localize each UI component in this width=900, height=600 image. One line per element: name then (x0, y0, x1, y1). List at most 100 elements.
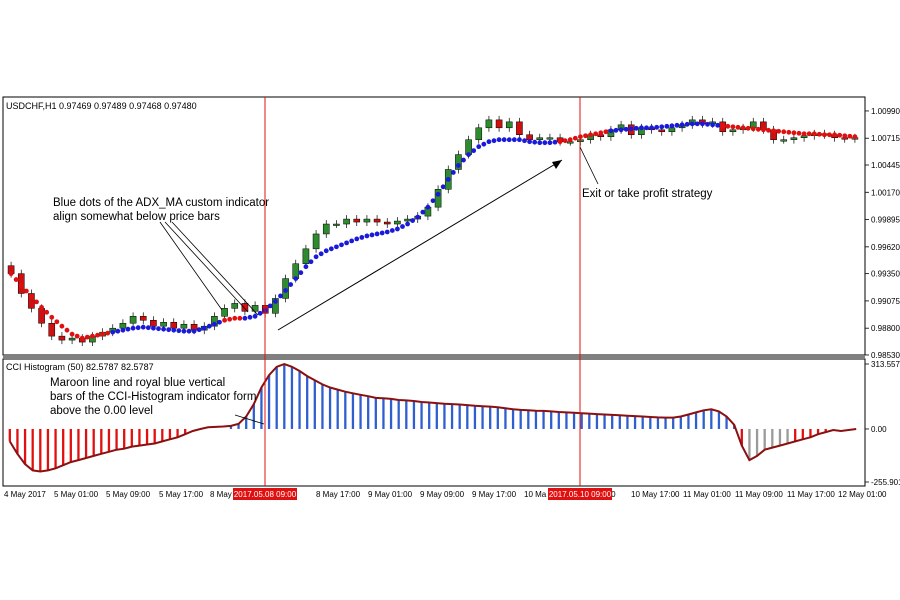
x-tick-label: 4 May 2017 (4, 490, 46, 499)
candle-body (658, 129, 666, 133)
candle-body (139, 316, 147, 321)
adx-ma-dot (776, 128, 782, 134)
adx-ma-dot (100, 331, 105, 337)
candle-body (241, 303, 249, 312)
adx-ma-dot (522, 138, 527, 144)
date-marker-bg (548, 488, 612, 500)
adx-ma-dot (511, 137, 517, 143)
y-tick-label: 0.99075 (871, 297, 900, 306)
adx-ma-dot (425, 204, 431, 210)
adx-ma-dot (283, 288, 288, 293)
adx-ma-dot (842, 133, 848, 139)
adx-ma-dot (567, 137, 573, 143)
candle-body (129, 316, 137, 324)
adx-ma-dot (588, 132, 593, 138)
adx-ma-dot (476, 144, 482, 150)
annotation-exit-arrow (579, 146, 599, 185)
adx-ma-dot (745, 125, 751, 131)
adx-ma-dot (705, 121, 710, 127)
adx-ma-dot (405, 221, 410, 227)
adx-ma-dot (125, 326, 131, 332)
adx-ma-dot (664, 123, 670, 129)
adx-ma-dot (369, 232, 375, 238)
adx-ma-dot (410, 218, 416, 223)
adx-ma-dot (115, 328, 121, 334)
adx-ma-dot (623, 126, 629, 132)
adx-ma-dot (237, 315, 243, 321)
candle-body (150, 320, 157, 327)
adx-ma-dot (725, 123, 731, 129)
adx-ma-dot (206, 323, 212, 329)
adx-ma-dot (29, 294, 34, 299)
adx-ma-dot (318, 251, 324, 257)
candle-body (48, 322, 56, 337)
adx-ma-dot (440, 184, 446, 190)
adx-ma-dot (684, 121, 690, 127)
adx-ma-dot (54, 319, 60, 325)
candle-body (516, 121, 523, 136)
adx-ma-dot (537, 140, 543, 146)
adx-ma-dot (186, 328, 192, 334)
candle-body (119, 322, 127, 329)
adx-ma-dot (557, 139, 563, 145)
x-tick-label: 8 May (210, 490, 232, 499)
candle-body (353, 218, 361, 223)
adx-ma-dot (176, 328, 182, 334)
adx-ma-dot (74, 333, 80, 339)
adx-ma-dot (466, 152, 471, 157)
adx-ma-dot (44, 309, 50, 315)
adx-ma-dot (105, 330, 111, 336)
candle-body (536, 137, 544, 140)
adx-ma-dot (583, 133, 588, 139)
adx-ma-dot (435, 191, 441, 197)
adx-ma-dot (79, 335, 85, 341)
adx-ma-dot (303, 264, 309, 270)
main-panel-header: USDCHF,H1 0.97469 0.97489 0.97468 0.9748… (6, 101, 197, 111)
adx-ma-dot (562, 138, 568, 144)
candle-body (455, 154, 462, 170)
adx-ma-dot (90, 333, 95, 339)
y-tick-label: 1.00445 (871, 161, 900, 170)
adx-ma-dot (654, 124, 660, 130)
candle-body (333, 223, 340, 226)
adx-ma-dot (481, 141, 487, 147)
annotation-cci-line3: above the 0.00 level (50, 405, 153, 417)
adx-ma-dot (212, 321, 217, 327)
adx-ma-dot (506, 137, 512, 143)
adx-ma-dot (572, 135, 578, 141)
adx-ma-dot (313, 254, 319, 260)
adx-ma-dot (84, 334, 90, 340)
candle-body (546, 137, 554, 140)
adx-ma-dot (196, 327, 202, 333)
candle-body (170, 321, 178, 329)
adx-ma-dot (13, 277, 19, 282)
main-panel-frame (2, 96, 866, 356)
adx-ma-dot (308, 259, 314, 265)
adx-ma-dot (323, 248, 329, 254)
adx-ma-dot (679, 122, 685, 128)
adx-ma-dot (59, 323, 65, 329)
adx-ma-dot (603, 129, 609, 135)
adx-ma-dot (120, 327, 126, 333)
annotation-blue-dots-text: Blue dots of the ADX_MA custom indicator… (53, 197, 269, 223)
adx-ma-dot (328, 246, 334, 252)
adx-ma-dot (608, 128, 614, 134)
candle-body (394, 220, 401, 225)
x-tick-label: 11 May 01:00 (683, 490, 731, 499)
adx-ma-dot (379, 230, 385, 236)
adx-ma-dot (201, 325, 207, 331)
adx-ma-dot (613, 127, 619, 133)
adx-ma-dot (222, 317, 227, 323)
adx-ma-dot (445, 176, 451, 182)
adx-ma-dot (822, 132, 827, 138)
adx-ma-dot (130, 325, 136, 331)
x-tick-label: 8 May 17:00 (316, 490, 361, 499)
candle-body (251, 305, 259, 312)
candle-body (343, 218, 350, 225)
adx-ma-dot (166, 327, 172, 333)
adx-ma-dot (171, 327, 177, 333)
x-tick-label: 9 May 09:00 (420, 490, 465, 499)
adx-ma-dot (156, 326, 161, 332)
adx-ma-dot (8, 271, 14, 277)
